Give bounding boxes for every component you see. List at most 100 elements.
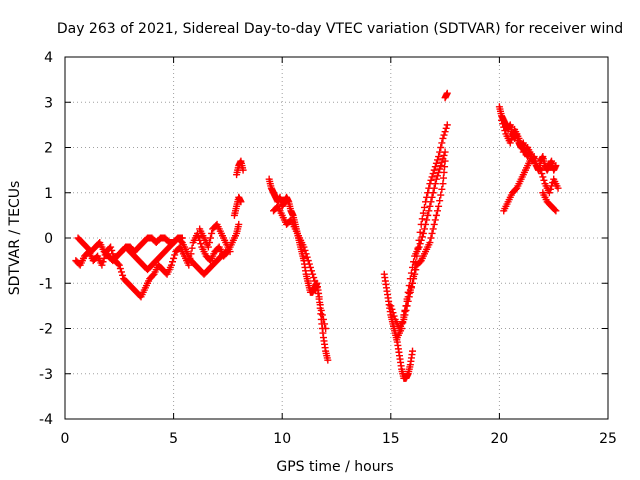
data-point: [314, 289, 322, 297]
data-point: [420, 203, 428, 211]
data-point: [300, 243, 308, 251]
data-point: [436, 165, 444, 173]
y-tick-label: 2: [44, 141, 53, 157]
data-point: [197, 240, 205, 248]
data-point: [402, 302, 410, 310]
data-point: [437, 162, 445, 170]
data-point: [431, 163, 439, 171]
data-point: [116, 265, 124, 273]
y-tick-label: -4: [39, 412, 53, 428]
data-point: [428, 229, 436, 237]
data-point: [401, 306, 409, 314]
data-point: [426, 202, 434, 210]
data-point: [430, 220, 438, 228]
data-point: [433, 156, 441, 164]
data-point: [324, 356, 332, 364]
data-point: [119, 271, 127, 279]
data-point: [100, 254, 108, 262]
data-point: [390, 312, 398, 320]
data-point: [312, 280, 320, 288]
data-point: [554, 184, 562, 192]
data-point: [545, 189, 553, 197]
data-point: [419, 229, 427, 237]
data-point: [169, 258, 177, 266]
data-point: [438, 185, 446, 193]
data-point: [437, 144, 445, 151]
data-point: [310, 274, 318, 282]
chart-title: Day 263 of 2021, Sidereal Day-to-day VTE…: [57, 21, 623, 37]
data-point: [442, 124, 450, 132]
data-point: [435, 202, 443, 210]
data-point: [404, 293, 412, 301]
y-axis-label: SDTVAR / TECUs: [7, 181, 23, 296]
data-point: [221, 249, 229, 257]
data-points: [72, 89, 562, 382]
data-point: [443, 121, 451, 129]
data-point: [400, 311, 408, 319]
data-point: [431, 180, 439, 188]
data-point: [438, 158, 446, 166]
data-point: [420, 225, 428, 233]
data-point: [410, 275, 418, 283]
data-point: [551, 206, 559, 214]
y-tick-label: 3: [44, 95, 53, 111]
data-point: [538, 170, 546, 178]
data-point: [546, 185, 554, 193]
data-point: [114, 260, 122, 268]
axis-ticks: 0 5 10 15 20 25 -4 -3 -2 -1 0 1 2 3 4: [39, 50, 617, 447]
data-point: [188, 244, 196, 252]
data-point: [117, 268, 125, 276]
y-tick-label: 4: [44, 50, 53, 66]
data-point: [419, 209, 427, 217]
data-point: [432, 175, 440, 183]
data-point: [170, 254, 178, 262]
data-point: [410, 258, 418, 266]
data-point: [226, 248, 234, 256]
data-point: [388, 305, 396, 313]
data-point: [308, 267, 316, 275]
data-point: [423, 216, 431, 224]
data-point: [498, 116, 506, 124]
data-point: [195, 233, 203, 241]
data-point: [98, 261, 106, 269]
data-point: [109, 250, 117, 258]
data-point: [424, 211, 432, 219]
y-tick-label: 0: [44, 231, 53, 247]
data-point: [316, 301, 324, 309]
data-point: [115, 261, 123, 269]
data-point: [107, 243, 115, 251]
data-point: [432, 211, 440, 219]
data-point: [301, 246, 309, 254]
x-tick-label: 5: [169, 431, 178, 447]
data-point: [436, 197, 444, 205]
data-point: [302, 250, 310, 258]
x-tick-label: 20: [490, 431, 508, 447]
data-point: [389, 309, 397, 317]
data-point: [432, 159, 440, 167]
data-point: [500, 123, 508, 131]
data-point: [416, 240, 424, 248]
data-point: [237, 198, 245, 206]
data-point: [313, 284, 321, 292]
data-point: [536, 165, 544, 173]
data-point: [415, 243, 423, 251]
data-point: [440, 151, 448, 159]
data-point: [412, 266, 420, 274]
data-point: [441, 157, 449, 165]
data-point: [319, 315, 327, 323]
data-point: [303, 253, 311, 261]
x-axis-label: GPS time / hours: [276, 459, 393, 475]
data-point: [418, 233, 426, 241]
y-tick-label: 1: [44, 186, 53, 202]
data-point: [428, 193, 436, 201]
data-point: [305, 260, 313, 268]
data-point: [321, 320, 329, 328]
data-point: [318, 311, 326, 319]
data-point: [506, 139, 514, 147]
data-point: [204, 243, 212, 251]
data-point: [407, 269, 415, 277]
data-point: [207, 234, 215, 242]
data-point: [417, 236, 425, 244]
